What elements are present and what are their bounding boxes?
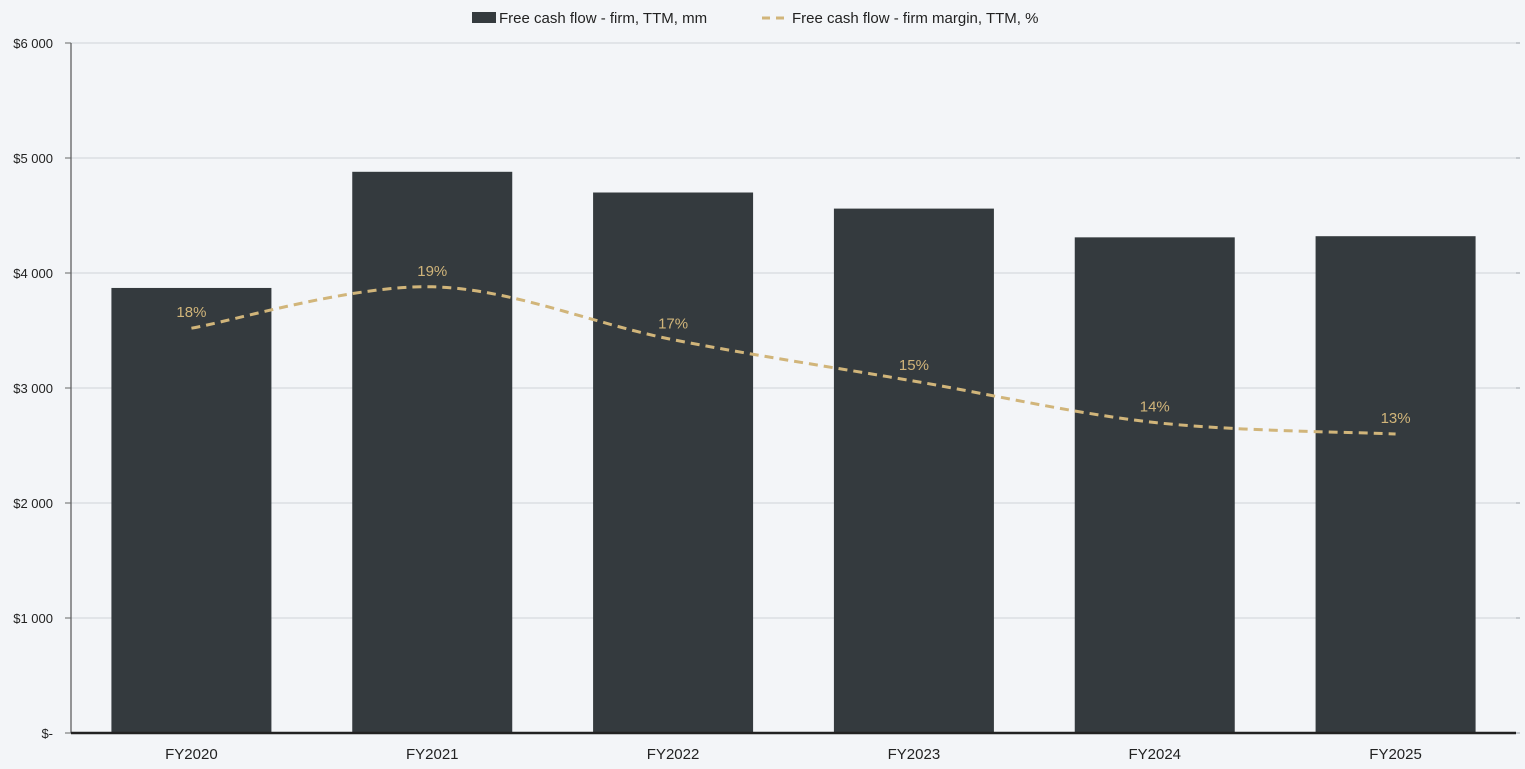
bar-FY2023 [833,208,994,734]
secondary-axis-ticks [1516,42,1520,734]
y-tick-label: $1 000 [13,611,53,626]
x-tick-label: FY2020 [165,746,218,763]
y-tick-label: $5 000 [13,151,53,166]
x-tick-label: FY2024 [1128,746,1181,763]
y-tick-label: $- [41,726,53,741]
legend-bar-swatch [472,12,496,23]
x-tick-label: FY2023 [888,746,941,763]
margin-label-FY2024: 14% [1140,399,1170,416]
y-tick-label: $3 000 [13,381,53,396]
x-axis-ticks: FY2020 FY2021 FY2022 FY2023 FY2024 FY2025 [165,746,1422,763]
x-tick-label: FY2022 [647,746,700,763]
y-axis-ticks: $- $1 000 $2 000 $3 000 $4 000 $5 000 $6 000 [13,36,71,741]
y-tick-label: $4 000 [13,266,53,281]
bar-series [111,171,1476,734]
margin-label-FY2020: 18% [176,304,206,321]
bar-FY2025 [1315,236,1476,733]
margin-label-FY2021: 19% [417,263,447,280]
legend: Free cash flow - firm, TTM, mm Free cash… [472,10,1038,27]
legend-bar-label: Free cash flow - firm, TTM, mm [499,10,707,27]
bar-FY2021 [352,171,513,734]
bar-FY2022 [593,192,754,733]
margin-label-FY2025: 13% [1381,410,1411,427]
x-tick-label: FY2025 [1369,746,1422,763]
legend-line-label: Free cash flow - firm margin, TTM, % [792,10,1038,27]
margin-label-FY2023: 15% [899,357,929,374]
bar-FY2024 [1074,237,1235,733]
margin-line-path [191,285,1396,436]
margin-line-series [191,285,1396,436]
x-tick-label: FY2021 [406,746,459,763]
bar-FY2020 [111,287,272,733]
gridlines [71,42,1516,619]
y-tick-label: $6 000 [13,36,53,51]
margin-label-FY2022: 17% [658,316,688,333]
y-tick-label: $2 000 [13,496,53,511]
margin-data-labels: 18% 19% 17% 15% 14% 13% [176,263,1410,427]
